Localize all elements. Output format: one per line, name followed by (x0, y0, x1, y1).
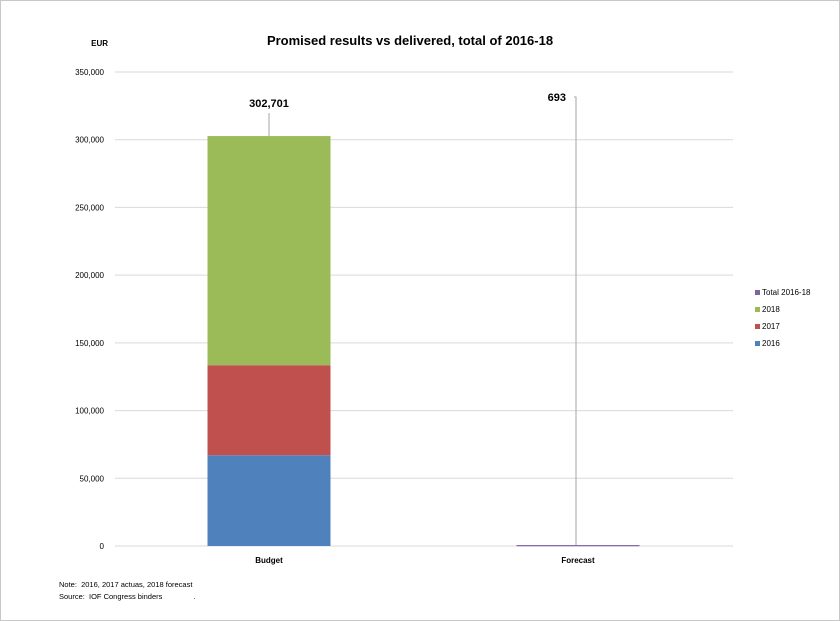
y-axis-label: EUR (91, 39, 108, 48)
y-tick-label: 0 (100, 542, 105, 551)
y-tick-label: 250,000 (75, 203, 104, 212)
legend-entry: Total 2016-18 (762, 288, 811, 297)
chart-title: Promised results vs delivered, total of … (267, 33, 553, 48)
bar-2017-budget (207, 365, 331, 456)
y-tick-label: 350,000 (75, 68, 104, 77)
legend-entry: 2018 (762, 305, 780, 314)
y-tick-label: 200,000 (75, 271, 104, 280)
legend-swatch (755, 307, 760, 312)
data-label: 302,701 (249, 98, 289, 110)
chart-note: Note: 2016, 2017 actuas, 2018 forecast (59, 580, 193, 589)
legend-swatch (755, 341, 760, 346)
bar-2018-budget (207, 136, 331, 366)
bar-total-2016-18-forecast (516, 545, 640, 547)
y-tick-label: 50,000 (80, 474, 105, 483)
data-label-leader-line (574, 96, 577, 546)
legend-swatch (755, 324, 760, 329)
legend-entry: 2017 (762, 322, 780, 331)
chart-source: Source: IOF Congress binders . (59, 592, 196, 601)
y-tick-label: 100,000 (75, 407, 104, 416)
x-tick-label: Budget (255, 556, 283, 565)
y-tick-label: 300,000 (75, 136, 104, 145)
y-tick-label: 150,000 (75, 339, 104, 348)
legend-entry: 2016 (762, 339, 780, 348)
x-tick-label: Forecast (561, 556, 595, 565)
bar-2016-budget (207, 455, 331, 546)
data-label: 693 (548, 92, 566, 104)
legend-swatch (755, 290, 760, 295)
